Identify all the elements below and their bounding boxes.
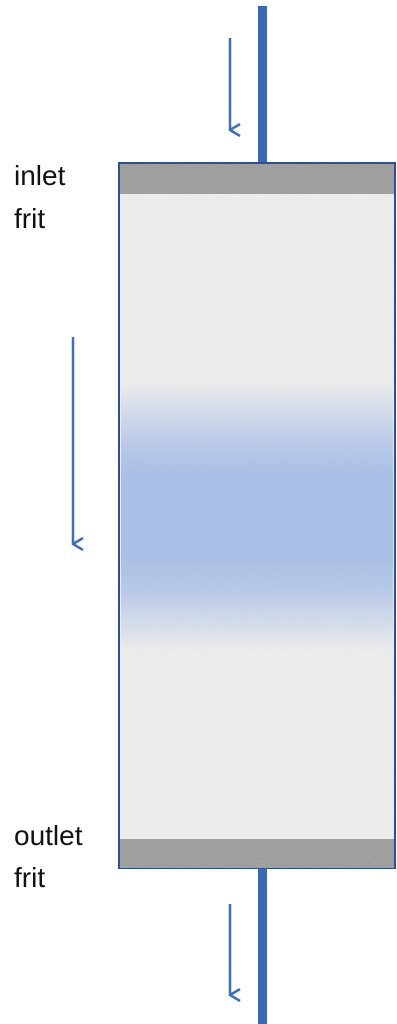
outlet-pipe [258, 868, 267, 1024]
inlet-frit [120, 164, 394, 194]
inlet-pipe [258, 6, 267, 166]
sample-band [121, 382, 393, 652]
outlet-label-line2: frit [14, 862, 45, 893]
outlet-frit [120, 839, 394, 868]
inlet-label-line2: frit [14, 203, 45, 234]
outlet-label-line1: outlet [14, 820, 83, 851]
inlet-label-line1: inlet [14, 160, 66, 191]
